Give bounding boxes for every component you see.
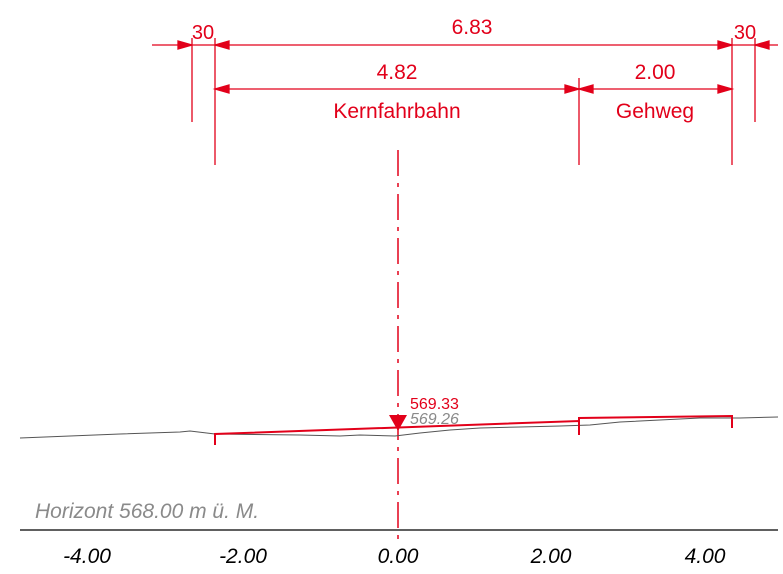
left-offset-label: 30 [192, 22, 214, 44]
total-width-dimension [152, 40, 778, 50]
sidewalk-width-label: 2.00 [635, 61, 676, 84]
sidewalk-name-label: Gehweg [616, 100, 694, 123]
axis-tick-label: -4.00 [63, 545, 111, 568]
elevation-triangle-icon [389, 415, 407, 431]
design-elevation-label: 569.33 [410, 396, 459, 413]
horizon-label: Horizont 568.00 m ü. M. [35, 500, 259, 523]
right-offset-label: 30 [734, 22, 756, 44]
lane-width-label: 4.82 [377, 61, 418, 84]
total-width-label: 6.83 [452, 16, 493, 39]
section-dimensions [212, 84, 735, 94]
extension-lines [191, 38, 756, 165]
terrain-line [19, 416, 779, 439]
axis-tick-label: 2.00 [530, 545, 572, 568]
axis-tick-label: 4.00 [685, 545, 726, 568]
existing-elevation-label: 569.26 [410, 411, 459, 428]
lane-name-label: Kernfahrbahn [333, 100, 460, 123]
axis-tick-label: 0.00 [378, 545, 419, 568]
axis-tick-label: -2.00 [219, 545, 267, 568]
